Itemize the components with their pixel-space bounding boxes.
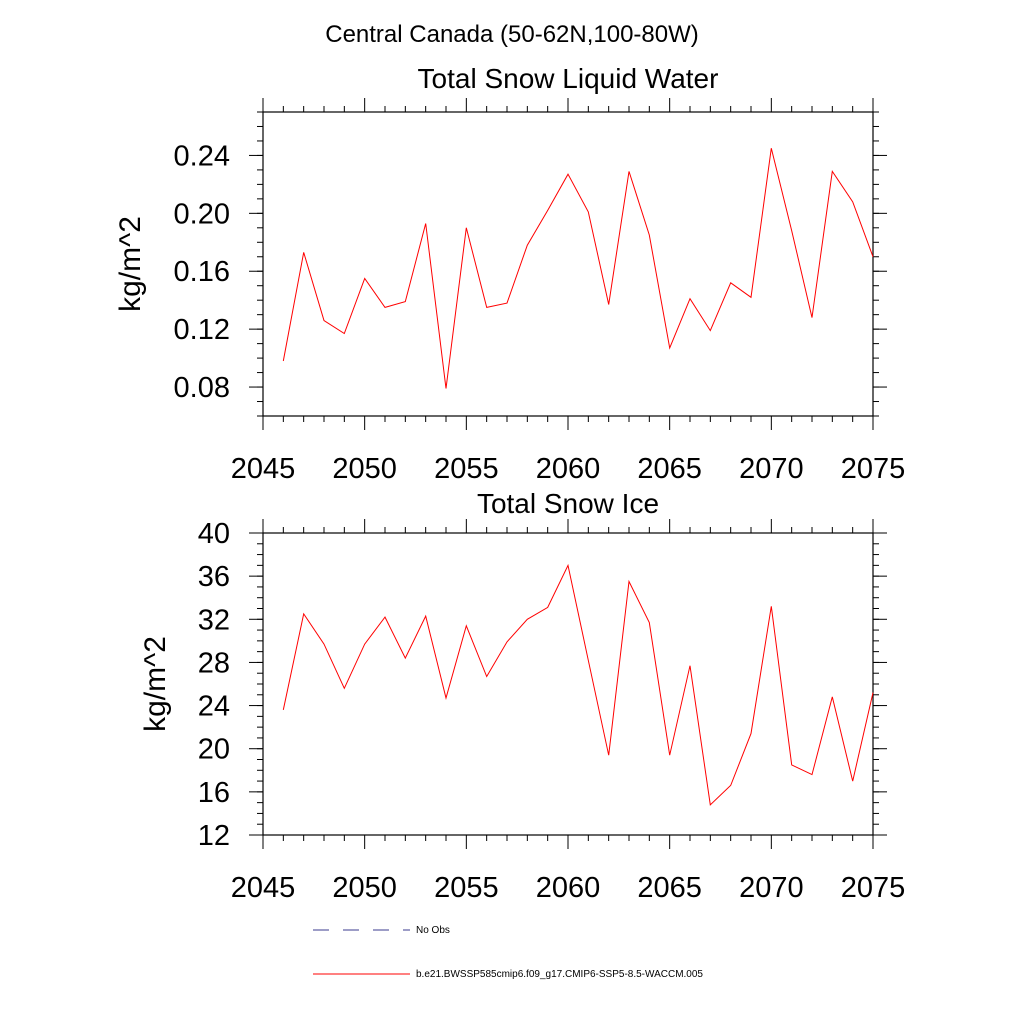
series-line xyxy=(282,148,874,389)
y-tick-label: 40 xyxy=(198,518,230,550)
legend: No Obs b.e21.BWSSP585cmip6.f09_g17.CMIP6… xyxy=(313,925,703,980)
x-tick-label: 2065 xyxy=(637,872,702,904)
panel-snow-ice: Total Snow Ice kg/m^2 12 16 20 24 28 32 36 40 20… xyxy=(139,488,905,904)
panel-1-ylabel: kg/m^2 xyxy=(114,216,147,312)
y-tick-label: 24 xyxy=(198,691,230,723)
x-tick-label: 2045 xyxy=(231,453,296,485)
y-tick-label: 0.20 xyxy=(174,198,230,230)
y-tick-label: 0.12 xyxy=(174,314,230,346)
x-tick-label: 2060 xyxy=(536,872,601,904)
panel-2-series xyxy=(282,563,874,806)
panel-2-ticks xyxy=(249,519,887,849)
panel-1-ticks xyxy=(249,98,887,430)
panel-2-ylabel: kg/m^2 xyxy=(139,636,172,732)
panel-2-tick-labels: 12 16 20 24 28 32 36 40 2045 2050 2055 2060 2065 2070… xyxy=(198,518,906,904)
x-tick-label: 2050 xyxy=(332,872,397,904)
panel-2-title: Total Snow Ice xyxy=(477,488,659,519)
figure-suptitle: Central Canada (50-62N,100-80W) xyxy=(325,21,699,48)
x-tick-label: 2060 xyxy=(536,453,601,485)
panel-1-title: Total Snow Liquid Water xyxy=(418,63,719,94)
y-tick-label: 12 xyxy=(198,820,230,852)
y-tick-label: 0.08 xyxy=(174,372,230,404)
x-tick-label: 2075 xyxy=(841,453,906,485)
x-tick-label: 2070 xyxy=(739,872,804,904)
x-tick-label: 2070 xyxy=(739,453,804,485)
x-tick-label: 2055 xyxy=(434,453,499,485)
y-tick-label: 28 xyxy=(198,647,230,679)
panel-2-frame xyxy=(262,532,874,836)
x-tick-label: 2050 xyxy=(332,453,397,485)
legend-label-no-obs: No Obs xyxy=(416,925,450,936)
panel-1-frame xyxy=(262,111,874,417)
legend-label-model-run: b.e21.BWSSP585cmip6.f09_g17.CMIP6-SSP5-8… xyxy=(416,969,703,980)
y-tick-label: 0.16 xyxy=(174,256,230,288)
x-tick-label: 2045 xyxy=(231,872,296,904)
panel-snow-liquid-water: Total Snow Liquid Water kg/m^2 0.080.120… xyxy=(114,63,905,485)
y-tick-label: 16 xyxy=(198,777,230,809)
panel-1-tick-labels: 0.08 0.12 0.16 0.20 0.24 2045 2050 2055 2060 2065… xyxy=(174,140,906,485)
y-tick-label: 36 xyxy=(198,561,230,593)
x-tick-label: 2055 xyxy=(434,872,499,904)
y-tick-label: 20 xyxy=(198,734,230,766)
x-tick-label: 2065 xyxy=(637,453,702,485)
series-line xyxy=(282,563,874,806)
panel-1-series xyxy=(282,148,874,389)
y-tick-label: 32 xyxy=(198,604,230,636)
y-tick-label: 0.24 xyxy=(174,140,230,172)
x-tick-label: 2075 xyxy=(841,872,906,904)
